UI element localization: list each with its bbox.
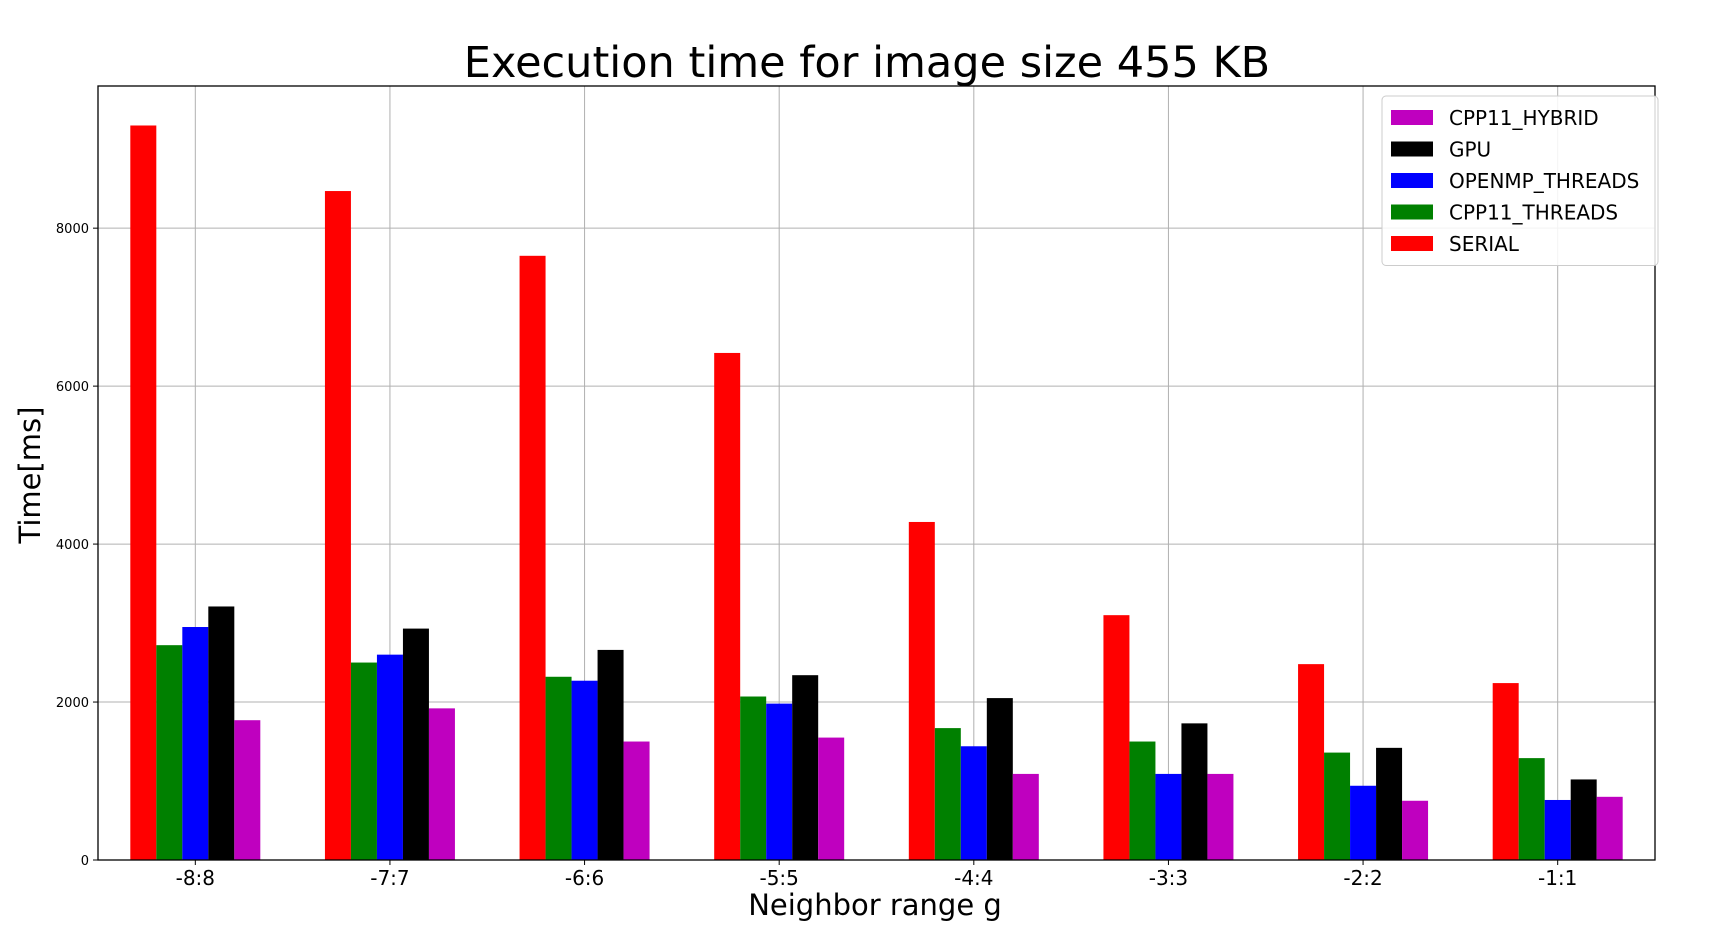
bar-serial [908, 521, 935, 860]
legend-label: GPU [1449, 138, 1491, 162]
y-tick-label: 6000 [56, 380, 89, 395]
legend-label: CPP11_THREADS [1449, 201, 1618, 225]
bar-gpu [986, 698, 1013, 860]
bar-cpp11-hybrid [1596, 796, 1623, 860]
plot-area-frame [97, 85, 1656, 861]
y-axis-ticks: 0 2000 4000 6000 8000 [56, 222, 98, 869]
legend-label: SERIAL [1449, 232, 1520, 256]
bar-cpp11-threads [545, 676, 572, 860]
bar-cpp11-threads [1518, 758, 1545, 860]
bar-serial [1103, 615, 1130, 860]
bar-serial [1492, 683, 1519, 860]
bar-cpp11-hybrid [1207, 773, 1234, 860]
bar-gpu [208, 606, 235, 860]
bar-openmp-threads [1350, 785, 1377, 860]
bar-openmp-threads [376, 654, 403, 860]
bar-cpp11-threads [934, 728, 961, 860]
legend: CPP11_HYBRID GPU OPENMP_THREADS CPP11_THREA… [1381, 95, 1659, 266]
bar-cpp11-threads [1129, 741, 1156, 860]
x-axis-label: Neighbor range g [748, 888, 1002, 922]
chart-title: Execution time for image size 455 KB [464, 38, 1270, 88]
x-tick-label: -5:5 [759, 866, 798, 890]
bar-openmp-threads [182, 627, 209, 860]
bar-gpu [1181, 723, 1208, 860]
bar-gpu [1570, 779, 1597, 860]
bar-gpu [1376, 747, 1403, 860]
bar-cpp11-hybrid [234, 720, 261, 860]
bar-serial [1298, 664, 1325, 860]
bar-serial [130, 125, 157, 860]
x-tick-label: -3:3 [1149, 866, 1188, 890]
bar-cpp11-threads [740, 696, 767, 860]
bar-cpp11-threads [1324, 752, 1351, 860]
bar-openmp-threads [1155, 773, 1182, 860]
legend-box [1381, 95, 1659, 266]
x-tick-label: -4:4 [954, 866, 993, 890]
bar-openmp-threads [571, 680, 598, 860]
legend-swatch [1391, 110, 1433, 125]
x-tick-label: -7:7 [370, 866, 409, 890]
bar-gpu [597, 649, 624, 860]
bar-openmp-threads [960, 746, 987, 860]
bars [130, 125, 1623, 861]
y-tick-label: 8000 [56, 222, 89, 237]
y-axis-label: Time[ms] [13, 407, 47, 545]
bar-serial [714, 352, 741, 860]
legend-swatch [1391, 236, 1433, 251]
bar-openmp-threads [1544, 799, 1571, 860]
x-tick-label: -8:8 [176, 866, 215, 890]
legend-swatch [1391, 141, 1433, 157]
legend-swatch [1391, 204, 1433, 220]
x-tick-label: -1:1 [1538, 866, 1577, 890]
legend-label: CPP11_HYBRID [1449, 106, 1599, 130]
legend-label: OPENMP_THREADS [1449, 169, 1639, 193]
bar-cpp11-threads [350, 662, 377, 860]
bar-openmp-threads [766, 703, 793, 860]
y-tick-label: 2000 [56, 696, 89, 711]
bar-cpp11-hybrid [623, 741, 650, 860]
x-tick-label: -2:2 [1343, 866, 1382, 890]
x-axis-ticks: -8:8 -7:7 -6:6 -5:5 -4:4 -3:3 -2:2 -1:1 [176, 860, 1577, 890]
bar-cpp11-hybrid [428, 708, 455, 860]
bar-serial [324, 191, 351, 861]
bar-cpp11-hybrid [1402, 800, 1429, 860]
bar-gpu [402, 628, 429, 860]
bar-cpp11-hybrid [1012, 773, 1039, 860]
legend-swatch [1391, 173, 1433, 188]
y-tick-label: 0 [81, 854, 89, 869]
bar-cpp11-hybrid [818, 737, 845, 860]
bar-cpp11-threads [156, 645, 183, 860]
bar-serial [519, 255, 546, 860]
bar-gpu [792, 675, 819, 860]
x-tick-label: -6:6 [565, 866, 604, 890]
y-tick-label: 4000 [56, 538, 89, 553]
